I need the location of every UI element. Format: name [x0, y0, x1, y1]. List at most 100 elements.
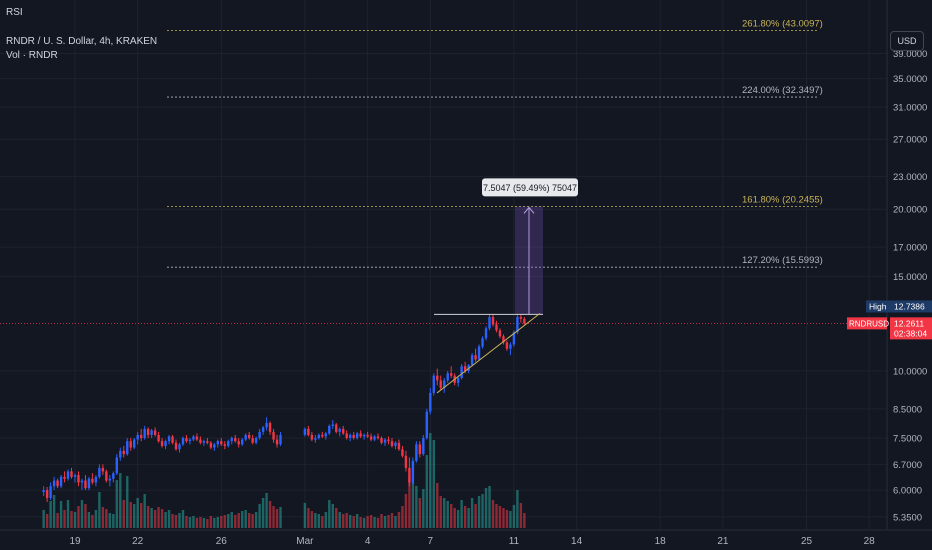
- volume-bar: [122, 500, 125, 528]
- volume-bar: [324, 512, 327, 528]
- volume-bar: [153, 510, 157, 528]
- volume-bar: [376, 518, 380, 528]
- candle-body: [505, 342, 509, 349]
- volume-bar: [174, 515, 178, 528]
- volume-bar: [328, 500, 331, 528]
- candle-body: [167, 436, 171, 442]
- volume-bar: [101, 507, 105, 528]
- candle-body: [429, 392, 432, 412]
- candle-body: [80, 480, 84, 483]
- volume-bar: [453, 508, 456, 528]
- candle-body: [474, 355, 477, 360]
- candle-body: [105, 471, 108, 481]
- candle-body: [94, 476, 98, 483]
- volume-bar: [335, 508, 338, 528]
- volume-bar: [112, 514, 115, 528]
- price-tick-label: 15.0000: [893, 272, 927, 283]
- volume-bar: [474, 504, 477, 528]
- candle-body: [355, 433, 359, 439]
- price-tick-label: 17.0000: [893, 243, 927, 254]
- candle-body: [502, 336, 505, 343]
- candle-body: [317, 434, 321, 439]
- candle-body: [59, 476, 63, 487]
- volume-bar: [394, 516, 397, 528]
- volume-bar: [509, 511, 512, 528]
- volume-bar: [397, 512, 401, 528]
- volume-bar: [87, 512, 91, 528]
- candle-body: [49, 486, 52, 498]
- volume-bar: [66, 500, 70, 528]
- volume-bar: [213, 518, 216, 528]
- candle-body: [45, 490, 49, 498]
- volume-bar: [380, 514, 383, 528]
- volume-bar: [359, 517, 362, 528]
- candle-body: [209, 442, 213, 448]
- price-tick-label: 23.0000: [893, 172, 927, 183]
- time-tick-label: 11: [509, 536, 520, 547]
- fib-level-label: 161.80% (20.2455): [742, 194, 823, 205]
- price-tick-label: 6.0000: [893, 486, 922, 497]
- volume-bar: [317, 514, 321, 528]
- volume-bar: [279, 507, 282, 528]
- candle-body: [261, 427, 265, 432]
- price-axis[interactable]: 39.0000 35.0000 31.0000 27.0000 23.0000 20.00…: [893, 49, 927, 523]
- volume-bar: [418, 498, 422, 528]
- volume-bar: [84, 504, 87, 528]
- candle-body: [446, 373, 449, 381]
- candle-body: [206, 441, 209, 443]
- symbol-label-bg: [847, 317, 887, 330]
- volume-bar: [199, 517, 202, 528]
- volume-bar: [362, 518, 366, 528]
- indicator-name[interactable]: RSI: [6, 7, 23, 18]
- candle-body: [164, 441, 167, 446]
- price-tick-label: 20.0000: [893, 205, 927, 216]
- candle-body: [523, 318, 526, 324]
- candle-body: [422, 438, 425, 455]
- symbol-legend[interactable]: RNDR / U. S. Dollar, 4h, KRAKEN: [6, 36, 158, 47]
- volume-bar: [481, 494, 484, 528]
- volume-bar: [167, 510, 171, 528]
- volume-bar: [338, 512, 341, 528]
- candle-body: [153, 430, 157, 435]
- price-tick-label: 27.0000: [893, 135, 927, 146]
- time-tick-label: 19: [69, 536, 81, 547]
- volume-bar: [98, 492, 101, 528]
- volume-bar: [52, 495, 56, 528]
- candle-body: [115, 457, 118, 474]
- price-tick-label: 6.7000: [893, 460, 922, 471]
- volume-bar: [157, 507, 160, 528]
- candle-body: [331, 424, 334, 426]
- price-range-measure[interactable]: 7.5047 (59.49%) 75047: [482, 178, 578, 315]
- candle-body: [195, 436, 199, 440]
- volume-bar: [105, 509, 108, 528]
- volume-bar: [119, 473, 122, 528]
- volume-bar: [150, 508, 153, 528]
- candle-body: [491, 317, 495, 325]
- candle-body: [234, 438, 237, 442]
- candle-body: [488, 317, 491, 329]
- candle-body: [139, 434, 143, 439]
- volume-bar: [436, 483, 439, 528]
- candle-body: [450, 373, 453, 376]
- candle-body: [216, 441, 220, 445]
- candle-body: [254, 438, 258, 443]
- currency-button[interactable]: USD: [890, 31, 924, 51]
- candle-body: [223, 444, 226, 446]
- volume-bar: [432, 440, 435, 528]
- candle-body: [230, 438, 233, 442]
- volume-bar: [422, 489, 425, 528]
- candle-body: [519, 317, 523, 319]
- volume-legend[interactable]: Vol · RNDR: [6, 50, 58, 61]
- candle-body: [359, 433, 362, 437]
- candle-body: [56, 480, 59, 487]
- volume-bar: [373, 517, 376, 528]
- volume-bar: [258, 504, 261, 528]
- volume-bar: [70, 511, 73, 528]
- volume-bar: [265, 493, 268, 528]
- candle-body: [150, 430, 153, 435]
- drawing-tools[interactable]: [434, 312, 543, 394]
- time-axis[interactable]: 19 22 26 Mar 4 7 11 14 18 21 25 28: [69, 536, 875, 547]
- time-tick-label: 28: [864, 536, 876, 547]
- volume-bar: [450, 504, 453, 528]
